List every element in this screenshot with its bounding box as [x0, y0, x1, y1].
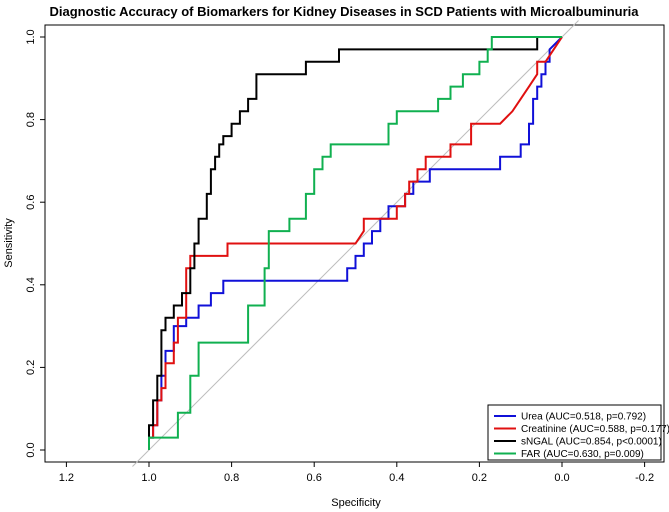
series-line-1 — [148, 36, 563, 450]
x-tick-label: 1.0 — [141, 472, 156, 484]
x-tick-label: -0.2 — [635, 472, 654, 484]
x-axis: 1.2 1.0 0.8 0.6 0.4 0.2 0.0 -0.2 — [59, 462, 654, 484]
x-axis-label: Specificity — [331, 497, 381, 509]
legend-label: sNGAL (AUC=0.854, p<0.0001) — [521, 437, 662, 448]
x-tick-label: 1.2 — [59, 472, 74, 484]
chart-title: Diagnostic Accuracy of Biomarkers for Ki… — [49, 4, 639, 19]
y-tick-label: 0.6 — [25, 195, 37, 210]
y-tick-label: 1.0 — [25, 29, 37, 44]
series-lines — [148, 36, 563, 450]
y-axis: 0.0 0.2 0.4 0.6 0.8 1.0 — [25, 29, 45, 458]
y-tick-label: 0.2 — [25, 360, 37, 375]
y-tick-label: 0.4 — [25, 277, 37, 292]
x-tick-label: 0.6 — [307, 472, 322, 484]
x-tick-label: 0.8 — [224, 472, 239, 484]
y-tick-label: 0.0 — [25, 442, 37, 457]
plot-frame — [44, 24, 665, 463]
y-tick-label: 0.8 — [25, 112, 37, 127]
legend-label: FAR (AUC=0.630, p=0.009) — [521, 449, 644, 460]
legend-label: Creatinine (AUC=0.588, p=0.177) — [521, 424, 669, 435]
y-axis-label: Sensitivity — [3, 218, 15, 268]
series-line-2 — [148, 36, 562, 450]
legend: Urea (AUC=0.518, p=0.792)Creatinine (AUC… — [487, 404, 669, 461]
series-line-3 — [148, 36, 562, 450]
legend-box — [487, 404, 662, 461]
x-tick-label: 0.4 — [389, 472, 404, 484]
x-tick-label: 0.2 — [472, 472, 487, 484]
x-tick-label: 0.0 — [554, 472, 569, 484]
legend-label: Urea (AUC=0.518, p=0.792) — [521, 412, 646, 423]
